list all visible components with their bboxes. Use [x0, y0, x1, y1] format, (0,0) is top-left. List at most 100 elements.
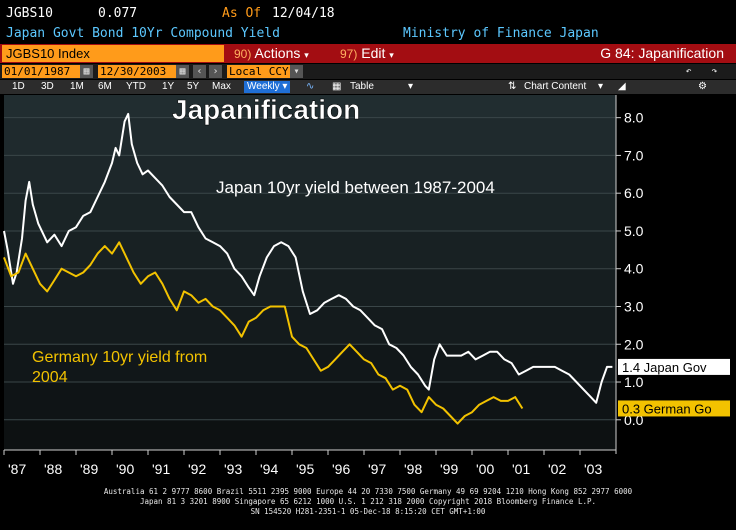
range-button-3d[interactable]: 3D [41, 81, 54, 92]
x-tick-label: '88 [44, 461, 62, 477]
last-value: 0.077 [98, 6, 138, 21]
y-tick-label: 5.0 [624, 223, 644, 239]
y-tick-label: 4.0 [624, 261, 644, 277]
range-button-max[interactable]: Max [212, 81, 231, 92]
x-tick-label: '03 [584, 461, 602, 477]
x-tick-label: '95 [296, 461, 314, 477]
footer-contacts-line2: Japan 81 3 3201 8900 Singapore 65 6212 1… [139, 497, 597, 506]
undo-icon[interactable]: ↶ [685, 66, 692, 77]
x-tick-label: '87 [8, 461, 26, 477]
actions-menu-number: 90) [234, 47, 252, 61]
scroll-right-icon[interactable]: › [209, 65, 222, 78]
japan-last-value-label: 1.4 Japan Gov [622, 360, 707, 375]
end-date-field[interactable]: 12/30/2003 [98, 65, 176, 78]
redo-icon[interactable]: ↷ [711, 66, 718, 77]
edit-menu-label: Edit [361, 45, 386, 61]
x-tick-label: '96 [332, 461, 350, 477]
calendar-icon[interactable]: ▦ [176, 65, 189, 78]
chart-content-button[interactable]: Chart Content [524, 81, 587, 92]
background-band [4, 419, 616, 450]
security-description: Japan Govt Bond 10Yr Compound Yield [6, 26, 280, 41]
x-tick-label: '97 [368, 461, 386, 477]
background-band [4, 155, 616, 194]
series-end-labels: 1.4 Japan Gov 0.3 German Go [618, 358, 730, 417]
y-tick-label: 8.0 [624, 110, 644, 126]
range-button-6m[interactable]: 6M [98, 81, 112, 92]
background-band [4, 117, 616, 156]
x-tick-label: '89 [80, 461, 98, 477]
japan-annotation: Japan 10yr yield between 1987-2004 [216, 178, 495, 197]
dropdown-arrow-icon[interactable]: ▾ [598, 81, 604, 92]
footer-session-line: SN 154520 H281-2351-1 05-Dec-18 8:15:20 … [250, 507, 486, 516]
chevron-down-icon[interactable]: ▾ [290, 65, 303, 78]
x-tick-label: '91 [152, 461, 170, 477]
germany-yield-line [3, 241, 524, 425]
security-index-field[interactable]: JGBS10 Index [2, 45, 224, 62]
scroll-left-icon[interactable]: ‹ [193, 65, 206, 78]
chart-page-title: G 84: Japanification [600, 45, 724, 61]
range-button-1m[interactable]: 1M [70, 81, 84, 92]
edit-menu[interactable]: 97) Edit ▾ [340, 45, 394, 64]
currency-select[interactable]: Local CCY [227, 65, 291, 78]
x-tick-label: '00 [476, 461, 494, 477]
actions-menu[interactable]: 90) Actions ▾ [234, 45, 309, 64]
table-button[interactable]: Table [350, 81, 374, 92]
chart-background-bands [4, 95, 616, 450]
germany-annotation-line2: 2004 [32, 369, 68, 386]
x-axis: '87 '88 '89 '90 '91 '92 '93 '94 '95 '96 '97 '98 '99 '… [3, 449, 616, 477]
x-tick-label: '99 [440, 461, 458, 477]
data-source: Ministry of Finance Japan [403, 26, 599, 41]
range-button-1y[interactable]: 1Y [162, 81, 175, 92]
start-date-field[interactable]: 01/01/1987 [2, 65, 80, 78]
chart-content-icon[interactable]: ⇅ [508, 81, 517, 92]
y-tick-label: 7.0 [624, 147, 644, 163]
actions-menu-label: Actions [254, 45, 301, 61]
x-tick-label: '02 [548, 461, 566, 477]
chart-series [3, 112, 613, 425]
dropdown-arrow-icon: ▾ [304, 50, 309, 60]
ticker-label: JGBS10 [6, 6, 53, 21]
range-button-5y[interactable]: 5Y [187, 81, 200, 92]
y-tick-label: 1.0 [624, 374, 644, 390]
background-band [4, 382, 616, 420]
japan-yield-line [3, 112, 613, 404]
background-band [4, 193, 616, 231]
background-band [4, 95, 616, 118]
as-of-date: 12/04/18 [272, 6, 335, 21]
x-tick-label: '01 [512, 461, 530, 477]
zoom-icon[interactable]: ◢ [618, 81, 626, 92]
x-tick-label: '98 [404, 461, 422, 477]
table-icon[interactable]: ▦ [332, 81, 342, 92]
y-tick-label: 3.0 [624, 298, 644, 314]
x-tick-label: '90 [116, 461, 134, 477]
background-band [4, 344, 616, 383]
y-tick-label: 2.0 [624, 336, 644, 352]
background-band [4, 268, 616, 307]
menu-bar: JGBS10 Index 90) Actions ▾ 97) Edit ▾ G … [0, 44, 736, 63]
edit-menu-number: 97) [340, 47, 358, 61]
range-button-ytd[interactable]: YTD [126, 81, 146, 92]
line-chart-icon[interactable]: ∿ [306, 81, 315, 92]
x-tick-label: '93 [224, 461, 242, 477]
date-range-bar: 01/01/1987 ▦ 12/30/2003 ▦ ‹ › Local CCY … [0, 64, 736, 79]
germany-last-value-label: 0.3 German Go [622, 401, 712, 416]
gear-icon[interactable]: ⚙ [698, 81, 707, 92]
calendar-icon[interactable]: ▦ [80, 65, 93, 78]
series-end-label-box [618, 400, 730, 417]
series-end-label-box [618, 358, 730, 375]
germany-annotation-line1: Germany 10yr yield from [32, 349, 207, 366]
yield-chart: 0.01.02.03.04.05.06.07.08.0 '87'88'89'90… [3, 95, 730, 477]
footer-contacts-line1: Australia 61 2 9777 8600 Brazil 5511 239… [103, 487, 633, 496]
range-toolbar: 1D 3D 1M 6M YTD 1Y 5Y Max Weekly ▾ ∿ ▦ T… [0, 80, 736, 94]
x-tick-label: '92 [188, 461, 206, 477]
background-band [4, 230, 616, 269]
chart-title: Japanification [172, 95, 360, 125]
frequency-label: Weekly [247, 81, 280, 92]
chart-gridlines [4, 117, 616, 421]
range-button-1d[interactable]: 1D [12, 81, 25, 92]
frequency-select[interactable]: Weekly ▾ [244, 81, 291, 93]
x-tick-label: '94 [260, 461, 278, 477]
y-tick-label: 6.0 [624, 185, 644, 201]
dropdown-arrow-icon[interactable]: ▾ [408, 81, 414, 92]
dropdown-arrow-icon: ▾ [389, 50, 394, 60]
